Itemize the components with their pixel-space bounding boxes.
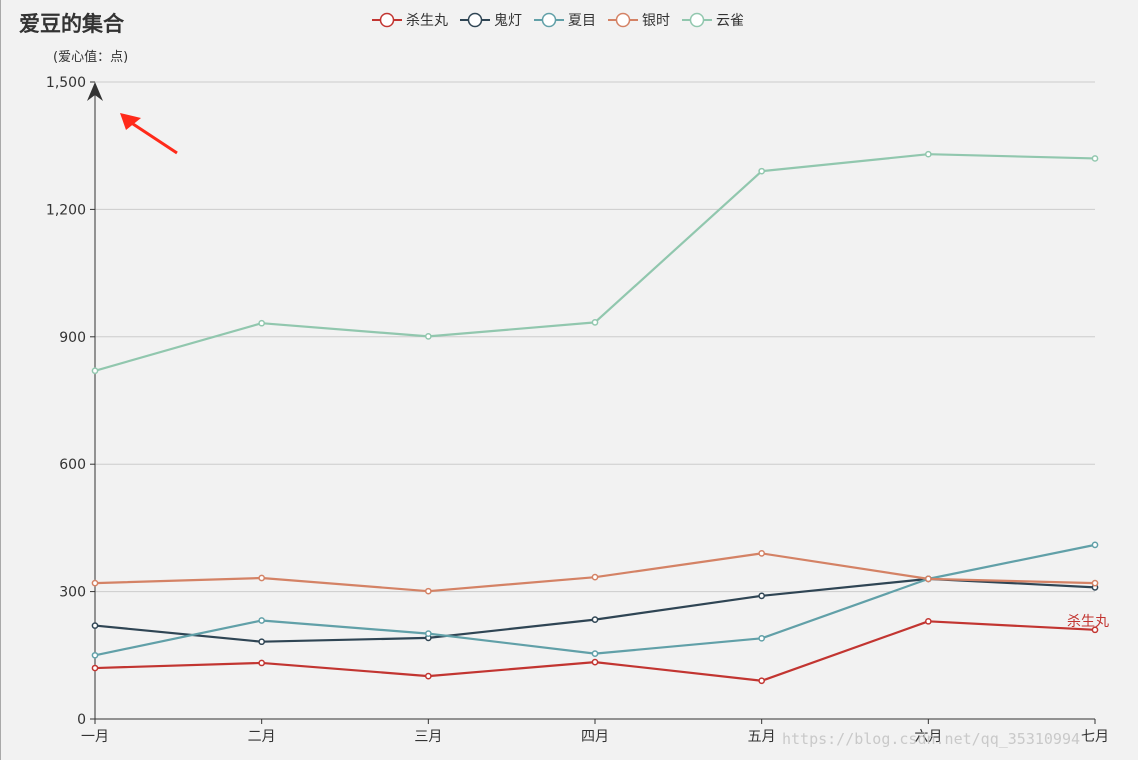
data-point xyxy=(258,319,266,327)
data-point xyxy=(91,579,99,587)
x-tick-label: 四月 xyxy=(581,729,609,745)
series-line xyxy=(94,153,1096,372)
data-point xyxy=(758,677,766,685)
y-tick-label: 300 xyxy=(59,585,86,601)
annotation-arrow-icon xyxy=(120,113,141,130)
legend-label: 夏目 xyxy=(568,13,596,29)
x-tick-label: 三月 xyxy=(414,729,442,745)
y-tick-label: 1,200 xyxy=(46,202,86,218)
data-point xyxy=(424,672,432,680)
legend-label: 银时 xyxy=(642,13,670,29)
y-tick-label: 900 xyxy=(59,330,86,346)
data-point xyxy=(591,319,599,326)
chart-title: 爱豆的集合 xyxy=(19,12,124,36)
legend: 杀生丸 鬼灯 夏目 银时 云雀 xyxy=(372,9,744,31)
x-tick-label: 二月 xyxy=(248,729,276,745)
data-point xyxy=(258,574,266,582)
data-point xyxy=(91,367,99,375)
data-point xyxy=(924,575,932,583)
y-axis-arrow-icon xyxy=(87,82,103,101)
watermark: https://blog.csdn.net/qq_35310994 xyxy=(782,730,1081,748)
data-point xyxy=(258,617,266,624)
legend-item[interactable]: 杀生丸 xyxy=(372,10,448,30)
x-tick-label: 七月 xyxy=(1081,729,1109,745)
data-point xyxy=(1091,155,1099,162)
legend-marker-icon xyxy=(682,12,712,28)
legend-marker-icon xyxy=(372,12,402,28)
annotation-arrow-shaft xyxy=(129,120,178,155)
data-point xyxy=(924,617,932,625)
data-point xyxy=(91,651,99,659)
series-end-label: 杀生丸 xyxy=(1067,614,1109,630)
legend-label: 云雀 xyxy=(716,13,744,29)
legend-item[interactable]: 云雀 xyxy=(682,10,744,30)
legend-item[interactable]: 夏目 xyxy=(534,10,596,30)
data-point xyxy=(591,658,599,666)
data-point xyxy=(924,150,932,158)
x-tick-label: 一月 xyxy=(81,729,109,745)
data-point xyxy=(424,333,432,340)
data-point xyxy=(758,634,766,642)
data-point xyxy=(591,616,599,623)
y-axis-unit-label: (爱心值：点) xyxy=(53,50,129,65)
data-point xyxy=(91,622,99,629)
data-point xyxy=(258,659,266,667)
y-tick-label: 1,500 xyxy=(46,75,86,91)
legend-item[interactable]: 鬼灯 xyxy=(460,10,522,30)
x-tick-label: 五月 xyxy=(748,729,776,745)
data-point xyxy=(758,550,766,557)
data-point xyxy=(1091,579,1099,587)
data-point xyxy=(1091,541,1099,549)
data-point xyxy=(258,638,266,646)
data-point xyxy=(758,592,766,600)
data-point xyxy=(1091,626,1099,634)
y-tick-label: 600 xyxy=(59,457,86,473)
legend-label: 杀生丸 xyxy=(406,13,448,29)
data-point xyxy=(591,650,599,657)
legend-marker-icon xyxy=(608,12,638,28)
data-point xyxy=(424,630,432,637)
data-point xyxy=(91,664,99,672)
series-line xyxy=(94,552,1096,593)
legend-label: 鬼灯 xyxy=(494,13,522,29)
legend-item[interactable]: 银时 xyxy=(608,10,670,30)
legend-marker-icon xyxy=(460,12,490,28)
data-point xyxy=(424,587,432,595)
left-border xyxy=(0,0,1,760)
series-line xyxy=(94,577,1096,643)
y-tick-label: 0 xyxy=(77,712,86,728)
series-line xyxy=(94,543,1096,657)
data-point xyxy=(591,573,599,581)
legend-marker-icon xyxy=(534,12,564,28)
x-tick-label: 六月 xyxy=(914,729,942,745)
data-point xyxy=(758,167,766,175)
